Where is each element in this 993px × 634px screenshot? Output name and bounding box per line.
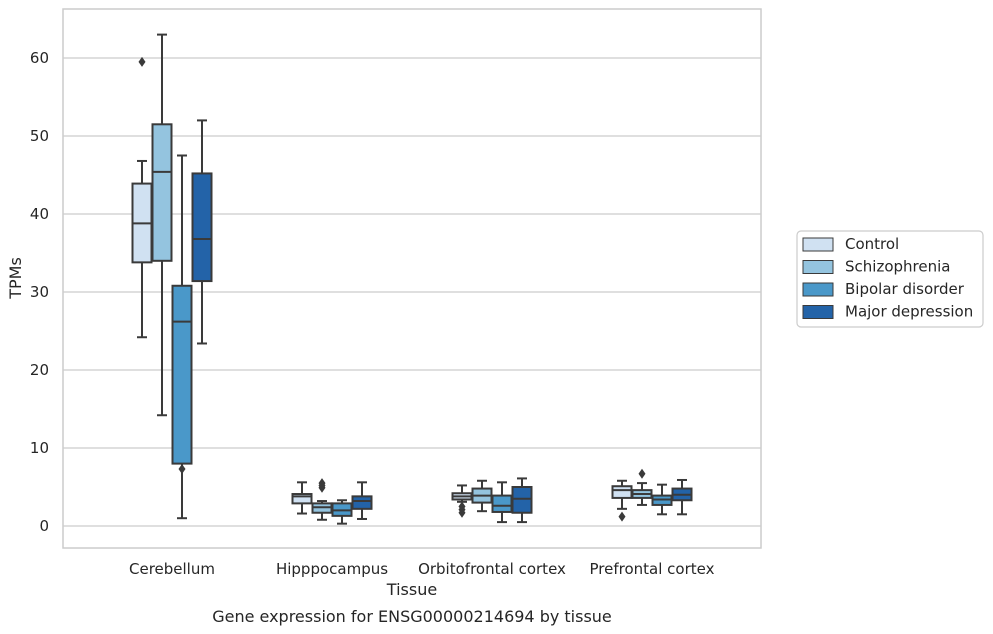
box <box>611 485 633 499</box>
legend-entry: Bipolar disorder <box>845 280 965 298</box>
outlier-point <box>618 511 626 522</box>
y-tick-label: 30 <box>30 283 49 301</box>
legend: Control Schizophrenia Bipolar disorder Majo… <box>796 230 984 328</box>
box <box>511 486 533 514</box>
chart-caption: Gene expression for ENSG00000214694 by t… <box>212 607 612 626</box>
y-tick-label: 10 <box>30 439 49 457</box>
box-group <box>671 478 693 516</box>
legend-entry: Major depression <box>845 303 973 321</box>
legend-swatch <box>802 282 834 297</box>
box-group <box>491 481 513 524</box>
box <box>291 493 313 505</box>
y-tick-label: 40 <box>30 205 49 223</box>
legend-frame <box>796 230 984 328</box>
plot-frame <box>62 8 762 549</box>
box <box>491 494 513 513</box>
box-group <box>331 499 353 525</box>
y-tick-label: 50 <box>30 127 49 145</box>
box-group <box>311 478 333 521</box>
box <box>191 172 213 283</box>
box-group <box>131 56 153 339</box>
box-groups <box>131 33 693 525</box>
y-tick-label: 0 <box>39 517 49 535</box>
box <box>351 495 373 510</box>
outlier-point <box>638 468 646 479</box>
box-group <box>511 477 533 524</box>
box-group <box>351 481 373 520</box>
box-group <box>191 119 213 345</box>
box-group <box>611 479 633 522</box>
x-tick-label: Cerebellum <box>129 560 215 578</box>
outlier-point <box>318 478 326 489</box>
box-group <box>291 481 313 515</box>
box-group <box>471 479 493 513</box>
outlier-point <box>458 501 466 512</box>
outlier-point <box>138 56 146 67</box>
y-axis-label: TPMs <box>6 257 25 300</box>
legend-entry: Control <box>845 235 899 253</box>
box-group <box>451 484 473 518</box>
box-group <box>631 468 653 506</box>
box-group <box>171 154 193 520</box>
box <box>151 123 173 262</box>
x-tick-labels: Cerebellum Hipppocampus Orbitofrontal cort… <box>129 560 715 578</box>
x-tick-label: Orbitofrontal cortex <box>418 560 566 578</box>
y-tick-labels: 0 10 20 30 40 50 60 <box>30 49 49 535</box>
box-group <box>151 33 173 417</box>
x-tick-label: Prefrontal cortex <box>590 560 715 578</box>
legend-swatch <box>802 260 834 274</box>
legend-entry: Schizophrenia <box>845 258 950 276</box>
box-group <box>651 483 673 516</box>
y-tick-label: 20 <box>30 361 49 379</box>
outlier-point <box>178 464 186 475</box>
legend-swatch <box>802 237 834 252</box>
box <box>171 284 193 465</box>
x-tick-label: Hipppocampus <box>276 560 388 578</box>
legend-swatch <box>802 305 834 319</box>
y-tick-label: 60 <box>30 49 49 67</box>
x-axis-label: Tissue <box>386 580 437 599</box>
